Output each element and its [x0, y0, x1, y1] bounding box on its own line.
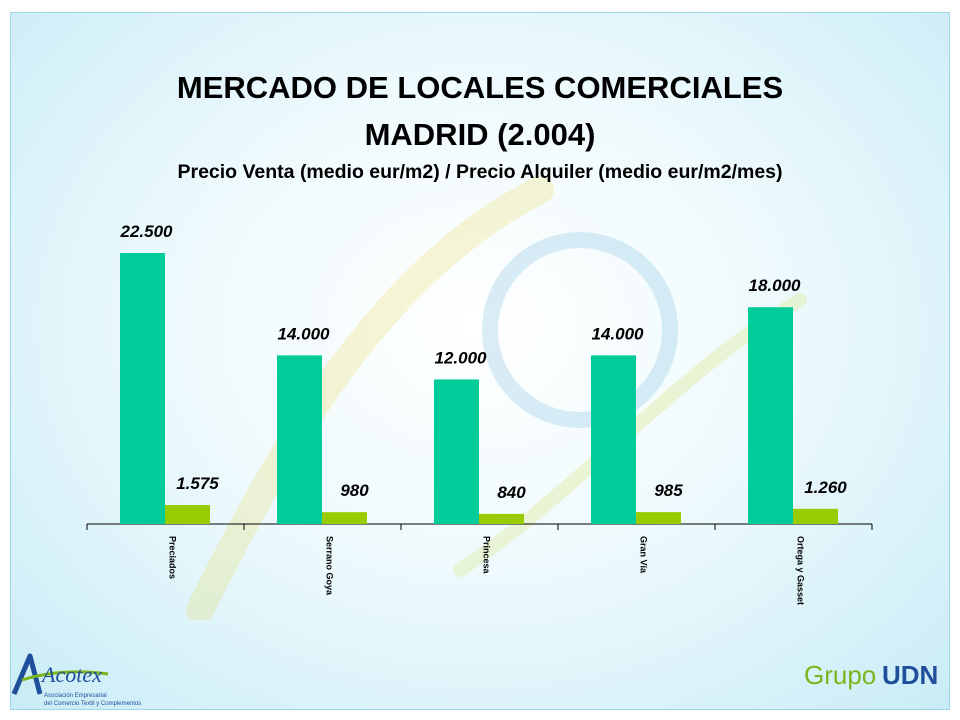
bar-rent-price: [322, 512, 367, 524]
bar-rent-price: [636, 512, 681, 524]
data-label-sale-price: 22.500: [120, 222, 174, 241]
data-label-rent-price: 840: [497, 483, 526, 502]
data-label-sale-price: 18.000: [749, 276, 802, 295]
bar-sale-price: [434, 379, 479, 524]
bar-rent-price: [793, 508, 838, 524]
chart-title-line2: MADRID (2.004): [364, 117, 596, 152]
x-tick-label: Serrano Goya: [325, 536, 335, 596]
x-tick-label: Ortega y Gasset: [796, 536, 806, 605]
data-label-rent-price: 980: [340, 481, 369, 500]
acotex-logo-tagline1: Asociación Empresarial: [44, 693, 107, 699]
x-tick-label: Gran Vía: [639, 536, 649, 574]
data-label-rent-price: 985: [654, 481, 683, 500]
bar-sale-price: [277, 355, 322, 524]
grupo-udn-logo-suffix: UDN: [882, 660, 938, 690]
data-label-sale-price: 12.000: [435, 348, 488, 367]
grupo-udn-logo: Grupo UDN: [804, 660, 938, 690]
bar-sale-price: [120, 253, 165, 524]
chart-subtitle: Precio Venta (medio eur/m2) / Precio Alq…: [177, 161, 783, 183]
data-label-rent-price: 1.575: [176, 474, 219, 493]
bar-sale-price: [748, 307, 793, 524]
grupo-udn-logo-prefix: Grupo: [804, 660, 876, 690]
bar-rent-price: [479, 513, 524, 524]
acotex-logo: Acotex Asociación Empresarial del Comerc…: [11, 653, 141, 707]
x-tick-label: Princesa: [482, 536, 492, 575]
chart-title: MERCADO DE LOCALES COMERCIALES: [176, 70, 784, 105]
bar-sale-price: [591, 355, 636, 524]
slide-background: [10, 12, 950, 710]
data-label-sale-price: 14.000: [278, 324, 331, 343]
x-tick-label: Preciados: [168, 536, 178, 579]
data-label-sale-price: 14.000: [592, 324, 645, 343]
acotex-logo-tagline2: del Comercio Textil y Complementos: [44, 701, 141, 707]
data-label-rent-price: 1.260: [804, 478, 847, 497]
acotex-logo-wordmark: Acotex: [40, 662, 102, 687]
bar-rent-price: [165, 505, 210, 524]
